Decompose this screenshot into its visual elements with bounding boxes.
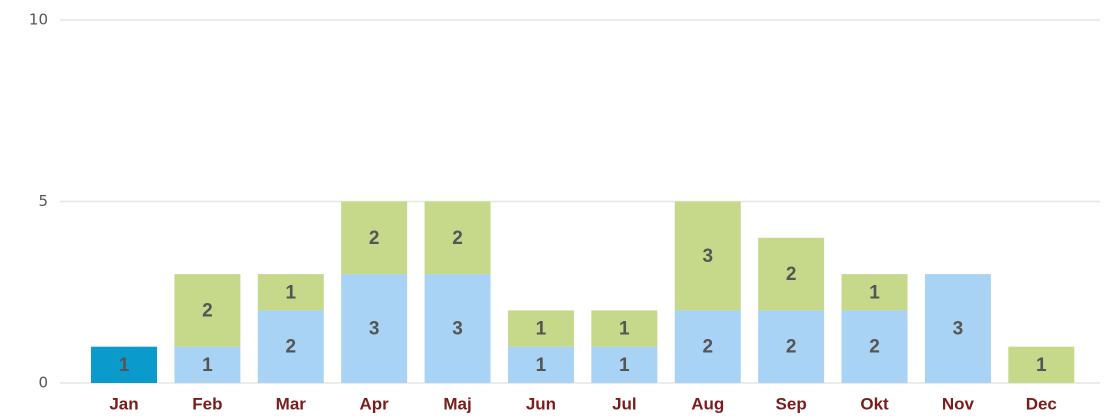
value-label: 3: [369, 319, 380, 340]
value-label: 1: [619, 355, 630, 376]
value-label: 3: [953, 319, 964, 340]
x-tick-label: Sep: [776, 394, 807, 413]
value-label: 1: [119, 355, 130, 376]
bar-segment: [1008, 346, 1075, 383]
value-label: 2: [202, 300, 213, 321]
bar-segment: [257, 310, 324, 383]
value-label: 2: [786, 337, 797, 358]
x-tick-label: Jun: [526, 394, 556, 413]
x-tick-label: Aug: [691, 394, 724, 413]
value-label: 1: [202, 355, 213, 376]
x-tick-label: Okt: [860, 394, 889, 413]
value-label: 2: [285, 337, 296, 358]
bar-segment: [924, 274, 991, 383]
bar-segment: [174, 346, 241, 383]
bar-segment: [257, 274, 324, 311]
bar-segment: [841, 274, 908, 311]
value-label: 1: [1036, 355, 1047, 376]
value-label: 1: [536, 355, 547, 376]
value-label: 2: [786, 264, 797, 285]
x-tick-label: Maj: [443, 394, 471, 413]
value-label: 3: [702, 246, 713, 267]
value-label: 1: [536, 319, 547, 340]
value-label: 2: [369, 228, 380, 249]
value-label: 3: [452, 319, 463, 340]
value-label: 2: [452, 228, 463, 249]
x-tick-label: Jul: [612, 394, 637, 413]
bar-segment: [341, 274, 408, 383]
value-label: 1: [285, 282, 296, 303]
x-tick-label: Dec: [1026, 394, 1057, 413]
bar-segment: [758, 237, 825, 311]
x-tick-label: Apr: [360, 394, 390, 413]
value-label: 2: [869, 337, 880, 358]
value-label: 1: [619, 319, 630, 340]
bar-segment: [424, 274, 491, 383]
x-tick-label: Mar: [276, 394, 307, 413]
bar-segment: [841, 310, 908, 383]
bar-segment: [341, 201, 408, 275]
y-tick-label: 10: [29, 11, 48, 29]
bar-segment: [674, 310, 741, 383]
bar-segment: [591, 346, 658, 383]
x-tick-label: Nov: [942, 394, 975, 413]
value-label: 1: [869, 282, 880, 303]
bar-segment: [90, 346, 157, 383]
bar-segment: [507, 346, 574, 383]
bar-segment: [591, 310, 658, 347]
y-tick-label: 5: [38, 192, 48, 210]
x-tick-label: Feb: [192, 394, 222, 413]
y-tick-label: 0: [38, 374, 48, 392]
x-tick-label: Jan: [109, 394, 138, 413]
bar-segment: [174, 274, 241, 347]
bar-segment: [758, 310, 825, 383]
bar-segment: [424, 201, 491, 275]
bar-segment: [674, 201, 741, 311]
value-label: 2: [702, 337, 713, 358]
bar-segment: [507, 310, 574, 347]
